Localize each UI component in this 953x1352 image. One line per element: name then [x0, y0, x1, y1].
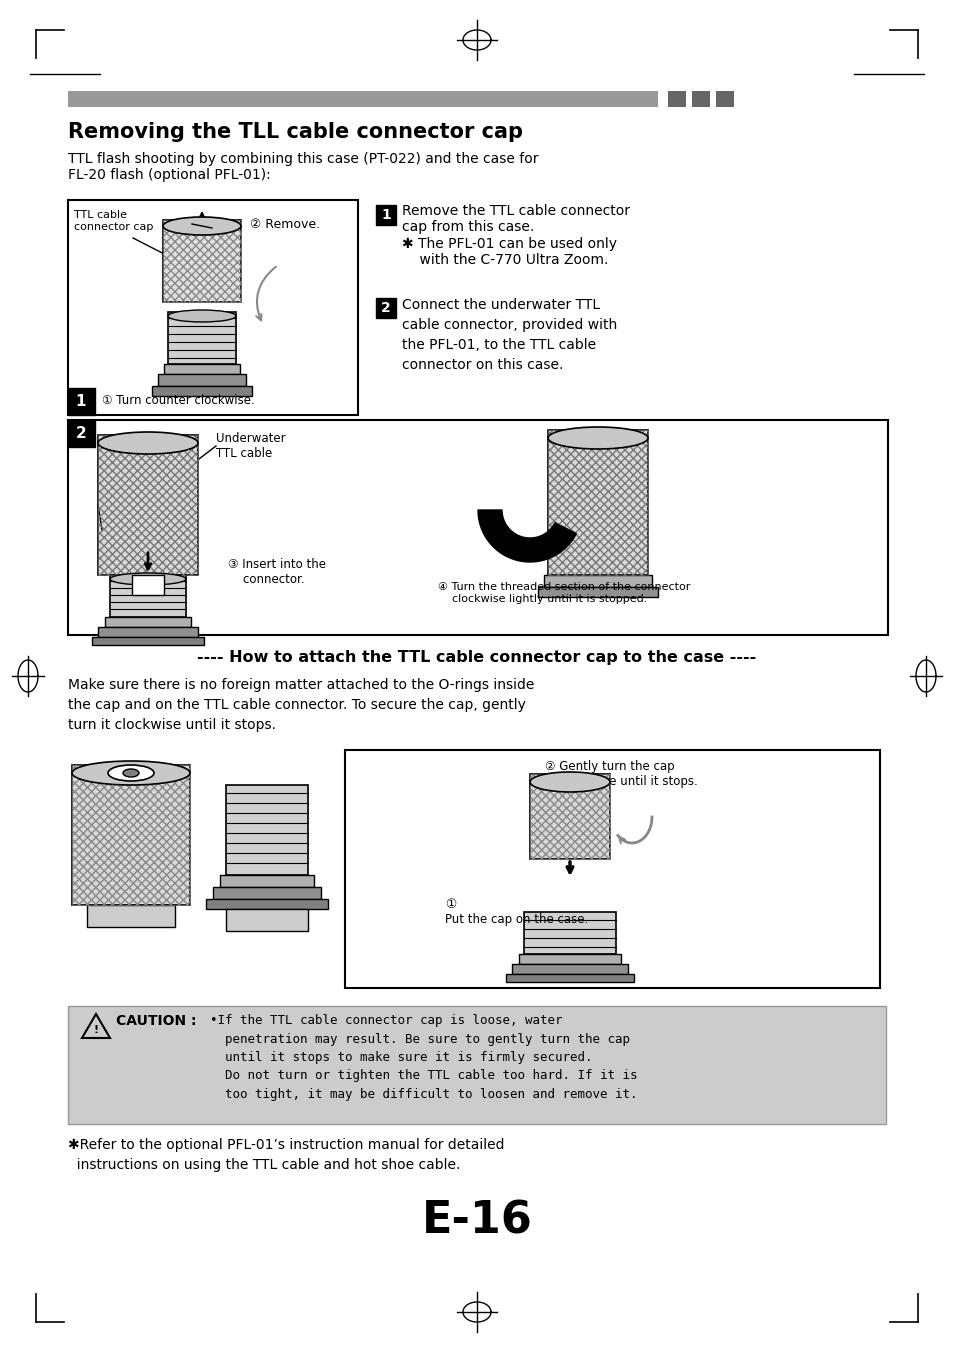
Bar [68, 91, 658, 107]
Bar [132, 575, 164, 595]
Bar [168, 312, 235, 364]
Ellipse shape [87, 521, 92, 527]
Text: ① Turn counter clockwise.: ① Turn counter clockwise. [102, 395, 254, 407]
Text: Make sure there is no foreign matter attached to the O-rings inside
the cap and : Make sure there is no foreign matter att… [68, 677, 534, 731]
Bar [716, 91, 733, 107]
Text: 2: 2 [75, 426, 87, 441]
Bar [375, 206, 395, 224]
Bar [220, 875, 314, 887]
Text: ✱ The PFL-01 can be used only: ✱ The PFL-01 can be used only [401, 237, 617, 251]
Bar [87, 904, 174, 927]
Ellipse shape [82, 516, 98, 531]
Bar [518, 955, 620, 964]
Text: Underwater
TTL cable: Underwater TTL cable [215, 433, 285, 460]
Text: Connect the underwater TTL
cable connector, provided with
the PFL-01, to the TTL: Connect the underwater TTL cable connect… [401, 297, 617, 372]
Text: CAUTION :: CAUTION : [116, 1014, 196, 1028]
Text: E-16: E-16 [421, 1201, 532, 1242]
Text: •If the TTL cable connector cap is loose, water
  penetration may result. Be sur: •If the TTL cable connector cap is loose… [210, 1014, 637, 1101]
Ellipse shape [123, 769, 139, 777]
Ellipse shape [71, 761, 190, 786]
Ellipse shape [98, 433, 198, 454]
Bar [163, 220, 241, 301]
Bar [68, 420, 95, 448]
Bar [547, 430, 647, 575]
Text: ---- How to attach the TTL cable connector cap to the case ----: ---- How to attach the TTL cable connect… [197, 650, 756, 665]
Text: ② Gently turn the cap
    clockwise until it stops.: ② Gently turn the cap clockwise until it… [544, 760, 697, 788]
Bar [68, 420, 887, 635]
Text: Remove the TTL cable connector: Remove the TTL cable connector [401, 204, 629, 218]
Ellipse shape [110, 573, 186, 585]
Ellipse shape [168, 310, 235, 322]
Ellipse shape [108, 765, 153, 781]
Bar [523, 913, 616, 955]
Bar [68, 200, 357, 415]
Bar [691, 91, 709, 107]
Text: 2: 2 [381, 301, 391, 315]
Bar [667, 91, 685, 107]
Text: ①: ① [444, 898, 456, 911]
Bar [91, 637, 204, 645]
Text: TTL flash shooting by combining this case (PT-022) and the case for
FL-20 flash : TTL flash shooting by combining this cas… [68, 151, 537, 183]
Bar [105, 617, 191, 627]
Ellipse shape [163, 218, 241, 235]
Bar [98, 435, 198, 575]
Bar [345, 750, 879, 988]
Text: Put the cap on the case.: Put the cap on the case. [444, 913, 588, 926]
Bar [505, 973, 634, 982]
Text: 1: 1 [381, 208, 391, 222]
Bar [547, 430, 647, 575]
Text: ✱Refer to the optional PFL-01’s instruction manual for detailed
  instructions o: ✱Refer to the optional PFL-01’s instruct… [68, 1138, 504, 1171]
Bar [110, 575, 186, 617]
Bar [530, 773, 609, 859]
Text: 1: 1 [75, 395, 86, 410]
Bar [71, 765, 190, 904]
Bar [213, 887, 320, 899]
Polygon shape [477, 510, 576, 562]
Text: ③ Insert into the
    connector.: ③ Insert into the connector. [228, 558, 326, 585]
Bar [226, 786, 308, 875]
Ellipse shape [547, 427, 647, 449]
Text: TTL cable
connector cap: TTL cable connector cap [74, 210, 153, 231]
Bar [226, 909, 308, 932]
Bar [158, 375, 246, 387]
Bar [543, 575, 651, 587]
Bar [152, 387, 252, 396]
Bar [98, 627, 198, 637]
Bar [164, 364, 240, 375]
Ellipse shape [530, 772, 609, 792]
Text: ④ Turn the threaded section of the connector
    clockwise lightly until it is s: ④ Turn the threaded section of the conne… [437, 581, 690, 603]
Text: !: ! [93, 1025, 98, 1036]
Text: ② Remove.: ② Remove. [250, 218, 320, 230]
Text: cap from this case.: cap from this case. [401, 220, 534, 234]
Bar [512, 964, 627, 973]
Text: with the C-770 Ultra Zoom.: with the C-770 Ultra Zoom. [401, 253, 608, 266]
Ellipse shape [76, 510, 104, 538]
Bar [68, 388, 95, 415]
Bar [71, 765, 190, 904]
Bar [530, 773, 609, 859]
Text: Removing the TLL cable connector cap: Removing the TLL cable connector cap [68, 122, 522, 142]
Bar [68, 1006, 885, 1124]
Bar [537, 587, 658, 598]
Bar [206, 899, 328, 909]
Bar [163, 220, 241, 301]
Bar [98, 435, 198, 575]
Bar [375, 297, 395, 318]
